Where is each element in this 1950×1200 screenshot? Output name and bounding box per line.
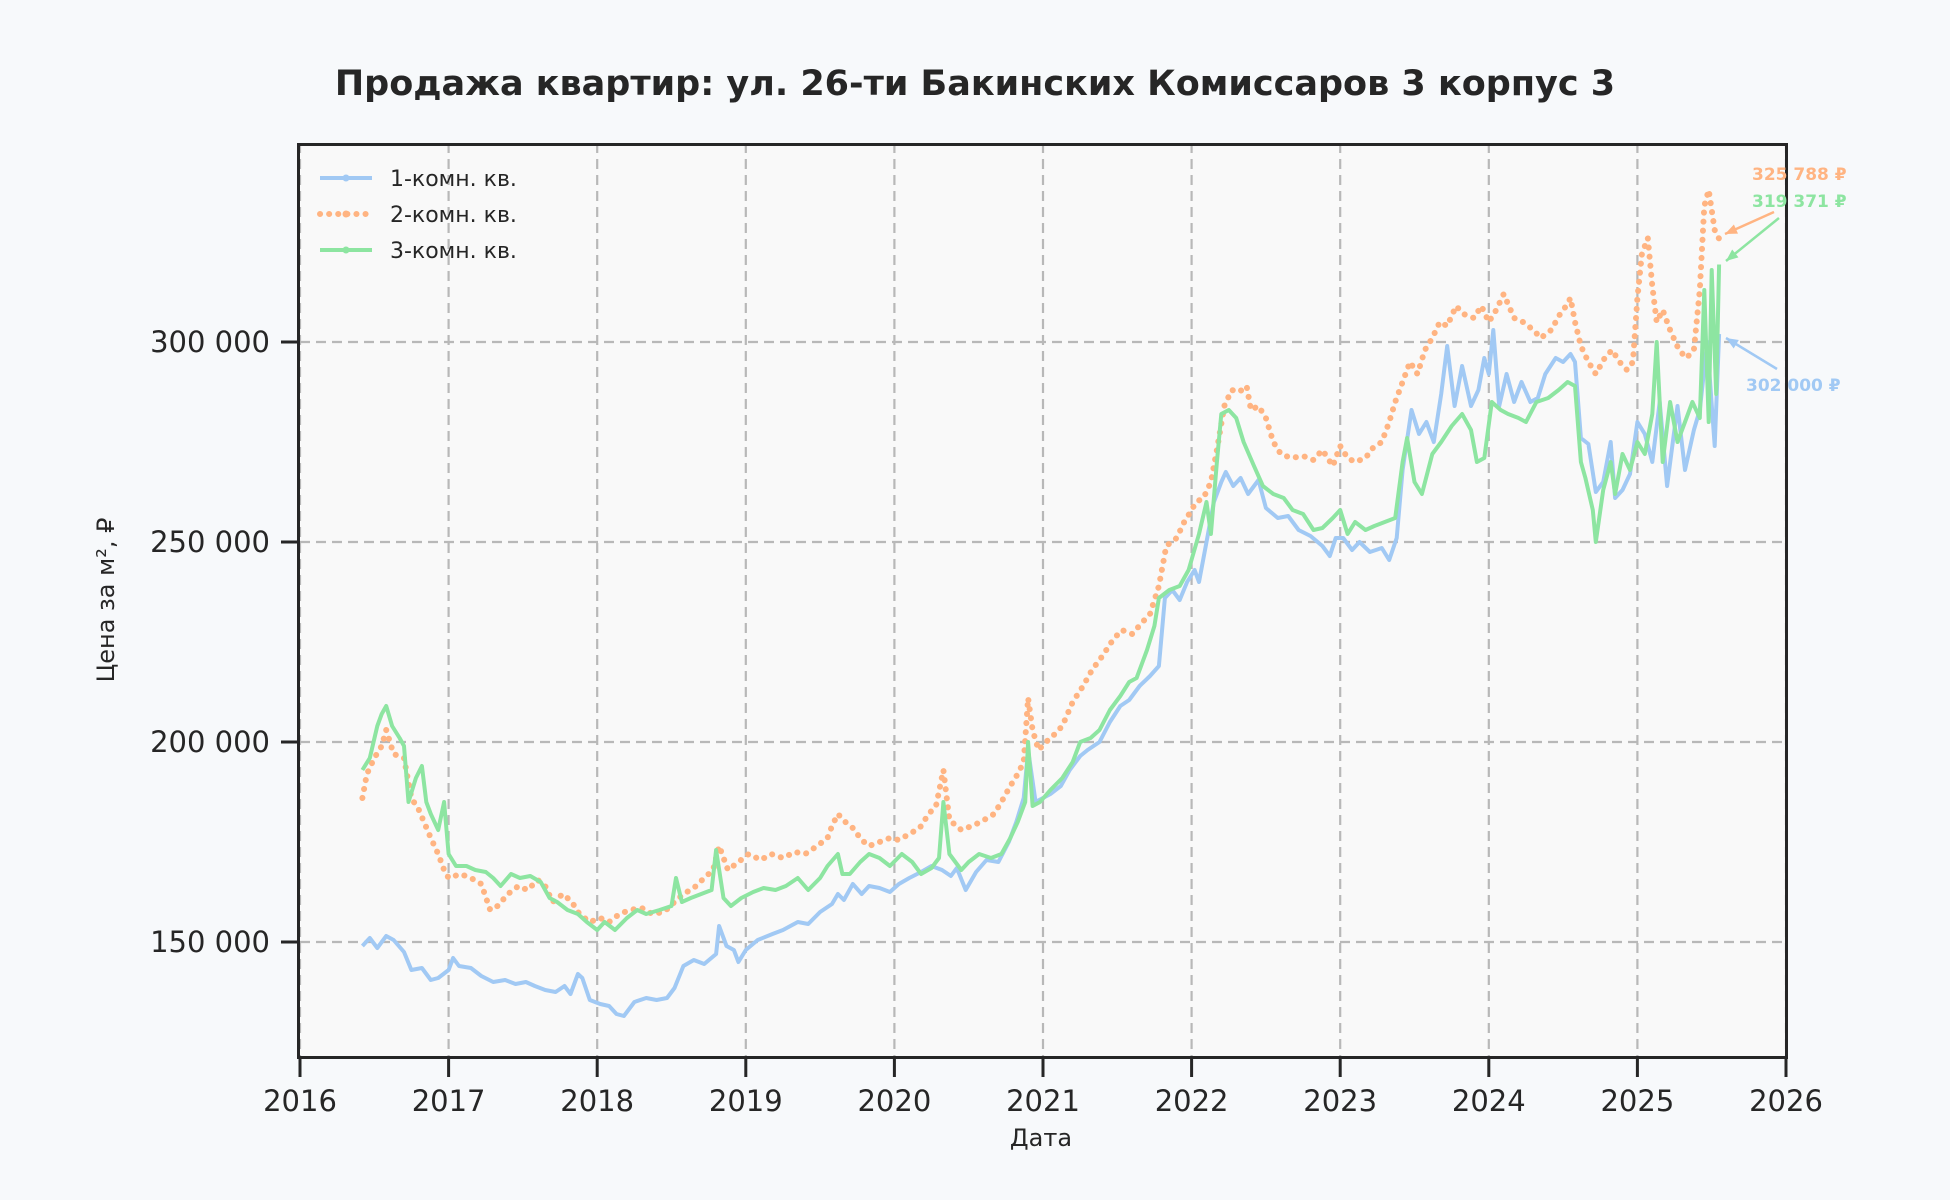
end-value-annotations: 325 788 ₽ 319 371 ₽ 302 000 ₽ xyxy=(1724,165,1847,396)
x-tick-label: 2021 xyxy=(1006,1084,1080,1118)
x-tick-label: 2024 xyxy=(1452,1084,1526,1118)
x-tick-label: 2025 xyxy=(1600,1084,1674,1118)
y-axis-ticks: 150 000 200 000 250 000 300 000 xyxy=(150,325,300,959)
series-line-2-room xyxy=(359,187,1723,925)
x-tick-label: 2022 xyxy=(1155,1084,1229,1118)
arrowhead-icon xyxy=(1725,224,1738,234)
annotation-label: 302 000 ₽ xyxy=(1746,376,1841,396)
x-tick-label: 2026 xyxy=(1749,1084,1823,1118)
data-series xyxy=(359,187,1723,1018)
x-tick-label: 2017 xyxy=(412,1084,486,1118)
x-tick-label: 2023 xyxy=(1303,1084,1377,1118)
legend: 1-комн. кв. 2-комн. кв. 3-комн. кв. xyxy=(317,167,517,264)
y-tick-label: 150 000 xyxy=(150,925,270,959)
legend-marker-icon xyxy=(342,174,350,182)
chart-title: Продажа квартир: ул. 26-ти Бакинских Ком… xyxy=(334,64,1616,104)
arrowhead-icon xyxy=(1726,338,1739,349)
annotation-label: 325 788 ₽ xyxy=(1752,165,1847,185)
legend-label: 3-комн. кв. xyxy=(390,239,517,264)
y-tick-label: 200 000 xyxy=(150,725,270,759)
x-tick-label: 2018 xyxy=(560,1084,634,1118)
legend-label: 1-комн. кв. xyxy=(390,167,517,192)
y-axis-label: Цена за м², ₽ xyxy=(92,518,120,683)
y-tick-label: 300 000 xyxy=(150,325,270,359)
series-line-3-room xyxy=(360,264,1722,932)
x-tick-label: 2016 xyxy=(263,1084,337,1118)
series-line-1-room xyxy=(360,328,1722,1018)
legend-marker-icon xyxy=(342,246,350,254)
x-tick-label: 2019 xyxy=(709,1084,783,1118)
x-tick-label: 2020 xyxy=(857,1084,931,1118)
annotation-label: 319 371 ₽ xyxy=(1752,192,1847,212)
legend-label: 2-комн. кв. xyxy=(390,203,517,228)
legend-marker-icon xyxy=(342,210,350,218)
x-axis-ticks: 2016 2017 2018 2019 2020 2021 2022 2023 2024 2025… xyxy=(263,1058,1823,1118)
x-axis-label: Дата xyxy=(1010,1124,1072,1152)
arrowhead-icon xyxy=(1726,249,1739,261)
y-tick-label: 250 000 xyxy=(150,525,270,559)
plot-frame xyxy=(297,143,1788,1059)
